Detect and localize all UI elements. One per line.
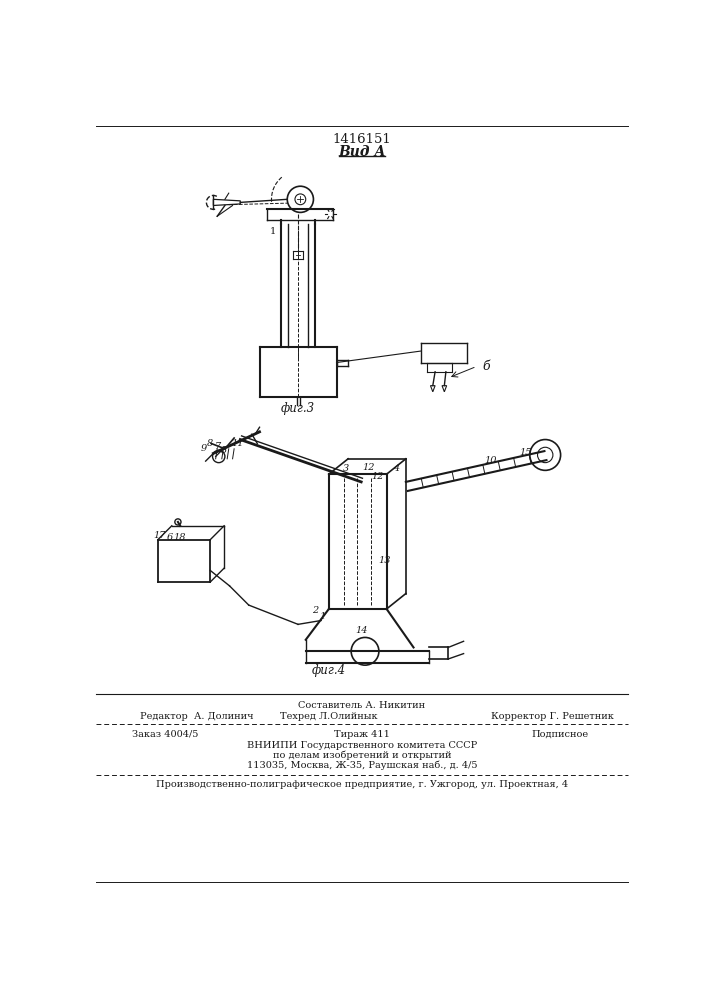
- Text: 6: 6: [166, 533, 173, 542]
- Text: 11: 11: [232, 439, 244, 448]
- Text: 17: 17: [153, 531, 165, 540]
- Text: Техред Л.Олийнык: Техред Л.Олийнык: [280, 712, 378, 721]
- Text: 1: 1: [320, 612, 326, 621]
- Text: 9: 9: [200, 444, 206, 453]
- Text: Производственно-полиграфическое предприятие, г. Ужгород, ул. Проектная, 4: Производственно-полиграфическое предприя…: [156, 780, 568, 789]
- Text: 12: 12: [371, 472, 384, 481]
- Text: фиг.3: фиг.3: [281, 402, 315, 415]
- Text: Заказ 4004/5: Заказ 4004/5: [132, 730, 199, 739]
- Text: Составитель А. Никитин: Составитель А. Никитин: [298, 701, 426, 710]
- Text: Вид А: Вид А: [338, 145, 386, 159]
- Text: 113035, Москва, Ж-35, Раушская наб., д. 4/5: 113035, Москва, Ж-35, Раушская наб., д. …: [247, 761, 477, 770]
- Text: 1: 1: [269, 227, 276, 236]
- Text: 13: 13: [378, 556, 390, 565]
- Text: 12: 12: [363, 463, 375, 472]
- Text: 14: 14: [355, 626, 368, 635]
- Text: Подписное: Подписное: [531, 730, 588, 739]
- Text: 8: 8: [206, 439, 213, 448]
- Text: 10: 10: [484, 456, 497, 465]
- Text: 3: 3: [343, 464, 349, 473]
- Text: 5: 5: [221, 446, 227, 455]
- Text: 2: 2: [312, 606, 318, 615]
- Text: 15: 15: [519, 448, 532, 457]
- Text: Редактор  А. Долинич: Редактор А. Долинич: [140, 712, 254, 721]
- Text: 4: 4: [392, 464, 399, 473]
- Text: 7: 7: [215, 442, 221, 451]
- Text: 18: 18: [173, 533, 186, 542]
- Text: Тираж 411: Тираж 411: [334, 730, 390, 739]
- Text: б: б: [483, 360, 491, 373]
- Text: Корректор Г. Решетник: Корректор Г. Решетник: [491, 712, 614, 721]
- Text: 1416151: 1416151: [332, 133, 392, 146]
- Text: фиг.4: фиг.4: [312, 664, 346, 677]
- Text: по делам изобретений и открытий: по делам изобретений и открытий: [273, 750, 451, 760]
- Text: ВНИИПИ Государственного комитета СССР: ВНИИПИ Государственного комитета СССР: [247, 741, 477, 750]
